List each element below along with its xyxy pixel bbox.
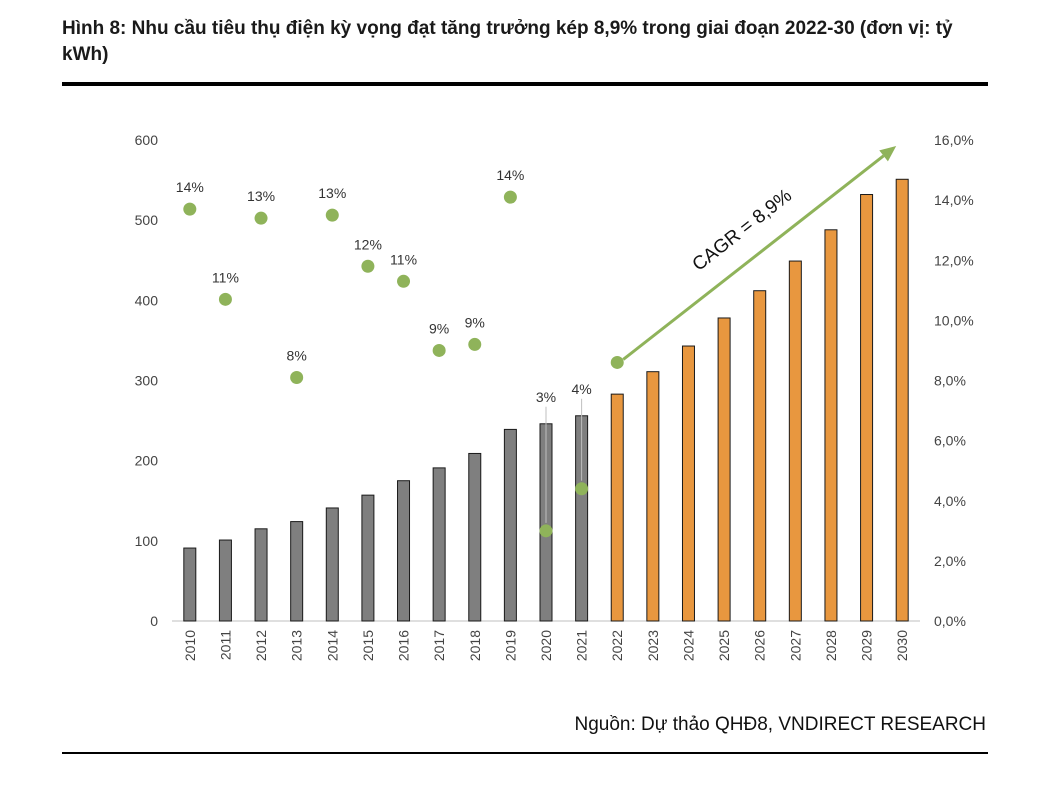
bar-2012 bbox=[254, 528, 268, 622]
y-right-tick-label: 0,0% bbox=[934, 613, 966, 629]
y-left-tick-label: 500 bbox=[135, 212, 159, 228]
bar-2025 bbox=[717, 317, 731, 622]
growth-label-2018: 9% bbox=[465, 314, 485, 330]
x-tick-label: 2029 bbox=[859, 630, 875, 661]
bar-2016 bbox=[397, 480, 411, 622]
x-tick-label: 2028 bbox=[823, 630, 839, 661]
growth-point-2016 bbox=[397, 274, 411, 288]
y-left-tick-label: 0 bbox=[150, 613, 158, 629]
x-tick-label: 2010 bbox=[182, 630, 198, 661]
growth-label-2020: 3% bbox=[536, 389, 556, 405]
x-tick-label: 2023 bbox=[645, 630, 661, 661]
bar-2013 bbox=[290, 521, 304, 622]
x-tick-label: 2011 bbox=[217, 630, 233, 660]
y-right-tick-label: 10,0% bbox=[934, 312, 974, 328]
bar-2010 bbox=[183, 547, 197, 622]
bar-2019 bbox=[503, 428, 517, 622]
y-left-tick-label: 600 bbox=[135, 132, 159, 148]
growth-label-2019: 14% bbox=[496, 167, 524, 183]
y-left-tick-label: 400 bbox=[135, 292, 159, 308]
x-tick-label: 2019 bbox=[502, 630, 518, 661]
growth-label-2011: 11% bbox=[212, 269, 239, 285]
growth-label-2013: 8% bbox=[287, 347, 307, 363]
growth-point-2020 bbox=[539, 524, 553, 538]
x-tick-label: 2015 bbox=[360, 630, 376, 661]
x-tick-label: 2012 bbox=[253, 630, 269, 661]
x-tick-label: 2013 bbox=[289, 630, 305, 661]
bottom-divider bbox=[62, 752, 988, 754]
growth-label-2010: 14% bbox=[176, 179, 204, 195]
x-tick-label: 2027 bbox=[787, 630, 803, 661]
x-tick-label: 2024 bbox=[680, 630, 696, 661]
cagr-start-point bbox=[610, 355, 624, 369]
bar-2029 bbox=[860, 194, 874, 622]
growth-label-2021: 4% bbox=[572, 381, 592, 397]
y-right-tick-label: 4,0% bbox=[934, 493, 966, 509]
growth-point-2011 bbox=[218, 292, 232, 306]
bar-2015 bbox=[361, 494, 375, 622]
growth-point-2021 bbox=[575, 482, 589, 496]
growth-point-2015 bbox=[361, 259, 375, 273]
growth-point-2019 bbox=[503, 190, 517, 204]
axes: 0 100 200 300 400 500 600 0,0% 2,0% 4,0% 6,0% 8,0% 1… bbox=[135, 132, 974, 629]
x-tick-label: 2026 bbox=[752, 630, 768, 661]
y-right-tick-label: 12,0% bbox=[934, 252, 974, 268]
bar-2024 bbox=[681, 345, 695, 622]
growth-label-2016: 11% bbox=[390, 251, 417, 267]
bar-2030 bbox=[895, 178, 909, 622]
growth-labels: 14% 11% 13% 8% 13% 12% 11% 9% 9% 14% 3% 4% bbox=[176, 167, 592, 405]
y-right-tick-label: 6,0% bbox=[934, 433, 966, 449]
bar-2011 bbox=[218, 539, 232, 622]
bar-2014 bbox=[325, 507, 339, 622]
y-right-tick-label: 8,0% bbox=[934, 373, 966, 389]
x-tick-labels: 2010 2011 2012 2013 2014 2015 2016 2017 2018 2019… bbox=[182, 630, 910, 661]
bar-2017 bbox=[432, 467, 446, 622]
growth-point-2014 bbox=[325, 208, 339, 222]
x-tick-label: 2017 bbox=[431, 630, 447, 661]
growth-point-2013 bbox=[290, 370, 304, 384]
top-divider bbox=[62, 82, 988, 86]
growth-points bbox=[183, 190, 589, 538]
cagr-label: CAGR = 8,9% bbox=[689, 185, 796, 275]
bar-2018 bbox=[468, 452, 482, 622]
growth-label-2012: 13% bbox=[247, 188, 275, 204]
growth-point-2010 bbox=[183, 202, 197, 216]
growth-point-2018 bbox=[468, 337, 482, 351]
y-right-tick-label: 16,0% bbox=[934, 132, 974, 148]
x-tick-label: 2021 bbox=[574, 630, 590, 661]
y-right-tick-label: 14,0% bbox=[934, 192, 974, 208]
growth-label-2015: 12% bbox=[354, 236, 382, 252]
x-tick-label: 2018 bbox=[467, 630, 483, 661]
bar-2022 bbox=[610, 393, 624, 622]
x-tick-label: 2016 bbox=[396, 630, 412, 661]
growth-point-2017 bbox=[432, 343, 446, 357]
x-tick-label: 2020 bbox=[538, 630, 554, 661]
cagr-arrow-head bbox=[879, 146, 897, 162]
x-tick-label: 2022 bbox=[609, 630, 625, 661]
y-left-tick-label: 200 bbox=[135, 453, 159, 469]
x-tick-label: 2025 bbox=[716, 630, 732, 661]
bar-2026 bbox=[753, 290, 767, 622]
x-tick-label: 2030 bbox=[894, 630, 910, 661]
y-left-tick-label: 300 bbox=[135, 373, 159, 389]
chart-title: Hình 8: Nhu cầu tiêu thụ điện kỳ vọng đạ… bbox=[62, 18, 953, 65]
growth-label-2017: 9% bbox=[429, 320, 449, 336]
source-note: Nguồn: Dự thảo QHĐ8, VNDIRECT RESEARCH bbox=[574, 714, 987, 735]
y-left-tick-label: 100 bbox=[135, 533, 159, 549]
bar-2023 bbox=[646, 371, 660, 622]
growth-point-2012 bbox=[254, 211, 268, 225]
bar-2027 bbox=[788, 260, 802, 622]
x-tick-label: 2014 bbox=[324, 630, 340, 661]
bar-2028 bbox=[824, 229, 838, 622]
growth-label-2014: 13% bbox=[318, 185, 346, 201]
label-leaders bbox=[545, 398, 583, 523]
y-right-tick-label: 2,0% bbox=[934, 553, 966, 569]
cagr-arrow-line bbox=[622, 154, 885, 361]
